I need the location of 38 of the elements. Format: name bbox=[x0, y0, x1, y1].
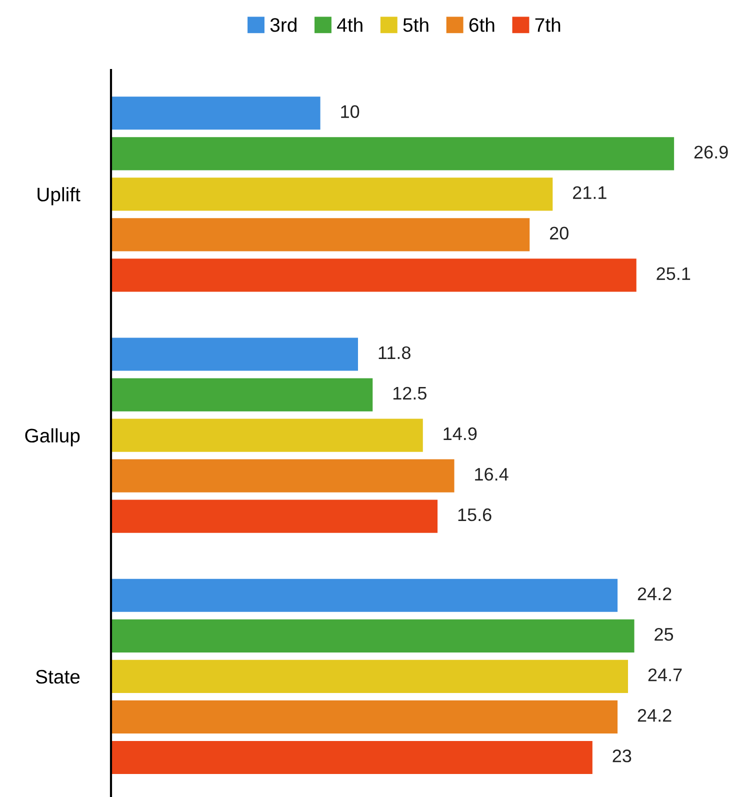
data-label: 24.7 bbox=[648, 668, 682, 682]
bar bbox=[111, 378, 373, 412]
bar bbox=[111, 619, 634, 652]
bar bbox=[111, 96, 320, 130]
legend-label: 3rd bbox=[270, 18, 296, 32]
data-label: 25.1 bbox=[656, 267, 690, 280]
legend-label: 6th bbox=[469, 18, 494, 32]
y-tick-label: Gallup bbox=[25, 428, 80, 446]
bar bbox=[111, 218, 530, 252]
bar bbox=[111, 258, 636, 292]
legend-label: 4th bbox=[337, 18, 362, 32]
bar bbox=[111, 740, 592, 774]
data-label: 21.1 bbox=[573, 186, 606, 199]
data-label: 15.6 bbox=[458, 508, 492, 522]
data-label: 20 bbox=[550, 226, 568, 240]
bar bbox=[111, 418, 423, 452]
bar bbox=[111, 137, 674, 170]
data-label: 23 bbox=[612, 750, 632, 762]
data-label: 14.9 bbox=[444, 427, 477, 440]
bar bbox=[111, 338, 358, 371]
bar bbox=[111, 459, 454, 492]
legend-label: 7th bbox=[535, 18, 560, 32]
data-label: 26.9 bbox=[694, 146, 728, 159]
data-label: 12.5 bbox=[393, 386, 426, 400]
data-label: 24.2 bbox=[638, 587, 672, 600]
bar bbox=[111, 578, 618, 612]
data-label: 16.4 bbox=[475, 468, 508, 481]
bar bbox=[111, 700, 618, 734]
y-tick-label: State bbox=[36, 670, 80, 684]
bar bbox=[111, 178, 553, 211]
legend-label: 5th bbox=[403, 18, 428, 32]
bar bbox=[111, 500, 438, 533]
data-label: 24.2 bbox=[638, 709, 672, 722]
bar bbox=[111, 660, 628, 693]
y-tick-label: Uplift bbox=[38, 187, 80, 206]
data-label: 10 bbox=[341, 105, 360, 118]
data-label: 25 bbox=[654, 628, 674, 641]
data-label: 11.8 bbox=[378, 346, 410, 360]
